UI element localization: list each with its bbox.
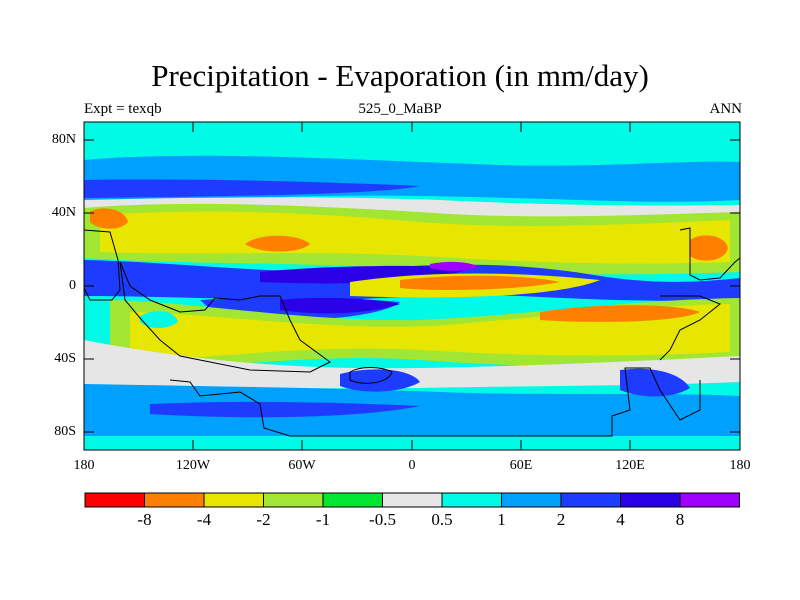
y-tick-label-80s: 80S [54,424,76,439]
x-tick-label-120w: 120W [175,458,211,473]
axis-ticks [84,122,740,450]
equator-strong-dry [400,275,560,290]
north-wetter-band [84,179,420,198]
y-tick-label-40s: 40S [54,351,76,366]
y-tick-label-0: 0 [69,278,76,293]
y-tick-label-80n: 80N [51,132,76,147]
experiment-label: Expt = texqb [84,101,162,117]
colorbar-swatch [263,492,324,508]
x-tick-label-0: 0 [408,458,416,473]
time-label: 525_0_MaBP [358,101,442,117]
equatorial-extreme-wet [430,261,480,271]
x-tick-label-60e: 60E [509,458,533,473]
north-strong-dry-east [690,235,728,261]
colorbar-swatch [322,492,383,508]
colorbar-label: 4 [616,510,625,529]
colorbar-label: 2 [556,510,566,529]
colorbar-swatch [84,492,145,508]
island-outline [349,367,393,384]
x-tick-label-180e: 180 [729,458,751,473]
colorbar-label: -0.5 [369,510,396,529]
colorbar-label: 0.5 [431,510,453,529]
colorbar-swatch [560,492,621,508]
continent-outline-africa [84,229,121,301]
south-equatorial-very-wet [280,297,400,314]
contour-field [84,122,740,450]
colorbar-label: -1 [315,510,331,529]
south-wet-band [84,384,740,441]
colorbar-swatch [441,492,502,508]
south-neutral-band [84,340,740,389]
north-west-dry [90,208,128,229]
season-label: ANN [709,101,743,117]
colorbar-swatch [620,492,681,508]
south-wetter-band [150,401,420,418]
colorbar-swatch [203,492,264,508]
continent-outline-asia [679,227,740,281]
south-strong-dry [540,305,700,322]
south-wetter-east [620,368,690,397]
continent-outline-east [659,295,721,361]
north-dry-core [100,211,730,264]
colorbar-swatch [501,492,562,508]
coastlines [84,227,740,437]
north-strong-dry-west [245,235,310,252]
colorbar-label: 1 [497,510,506,529]
colorbar-label: -8 [137,510,152,529]
colorbar [84,492,740,508]
colorbar-swatch [144,492,205,508]
y-tick-label-40n: 40N [51,205,76,220]
south-wetter-central [340,369,420,392]
x-tick-label-60w: 60W [288,458,316,473]
x-tick-label-120e: 120E [615,458,645,473]
colorbar-swatch [679,492,740,508]
south-light-wet-patch [140,311,178,328]
colorbar-label: -2 [256,510,271,529]
colorbar-swatch [382,492,443,508]
x-tick-label-180w: 180 [73,458,95,473]
colorbar-label: 8 [675,510,685,529]
continent-outline-gondwana [119,261,331,373]
plot-title: Precipitation - Evaporation (in mm/day) [151,58,649,93]
continent-outline-south [169,367,701,437]
colorbar-label: -4 [196,510,212,529]
